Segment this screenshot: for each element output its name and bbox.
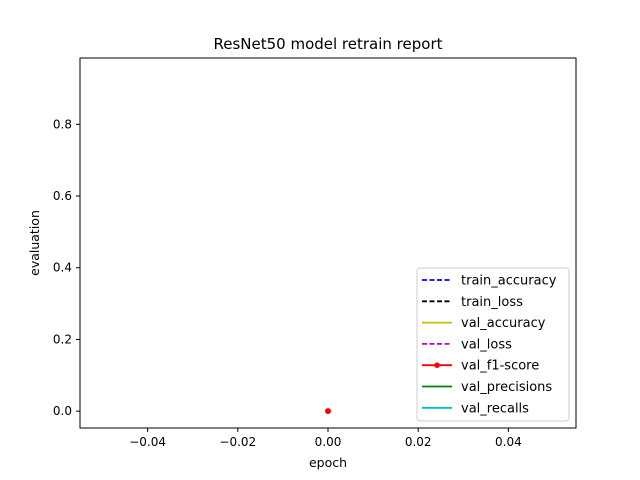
legend: train_accuracy train_loss val_accuracy val_… — [416, 267, 570, 422]
legend-label-val_loss: val_loss — [461, 337, 512, 352]
x-tick-label: 0.00 — [315, 435, 342, 449]
legend-label-val_f1-score: val_f1-score — [461, 359, 539, 374]
x-tick-label: 0.02 — [405, 435, 432, 449]
x-tick-label: −0.04 — [129, 435, 166, 449]
legend-label-train_loss: train_loss — [461, 295, 523, 310]
legend-marker-val_f1-score — [434, 362, 440, 369]
y-axis-label: evaluation — [27, 210, 42, 276]
y-tick-label: 0.6 — [53, 189, 72, 203]
x-tick-label: −0.02 — [219, 435, 256, 449]
x-axis-label: epoch — [309, 455, 347, 470]
y-tick-label: 0.8 — [53, 117, 72, 131]
legend-label-val_accuracy: val_accuracy — [461, 316, 546, 331]
y-tick-label: 0.4 — [53, 261, 72, 275]
legend-label-val_recalls: val_recalls — [461, 401, 529, 416]
chart-title: ResNet50 model retrain report — [213, 35, 442, 53]
legend-label-val_precisions: val_precisions — [461, 380, 552, 395]
y-tick-label: 0.2 — [53, 332, 72, 346]
data-point-val_f1-score-0 — [325, 408, 331, 415]
legend-label-train_accuracy: train_accuracy — [461, 274, 557, 289]
y-tick-label: 0.0 — [53, 404, 72, 418]
x-tick-label: 0.04 — [495, 435, 522, 449]
legend-box — [416, 267, 570, 422]
